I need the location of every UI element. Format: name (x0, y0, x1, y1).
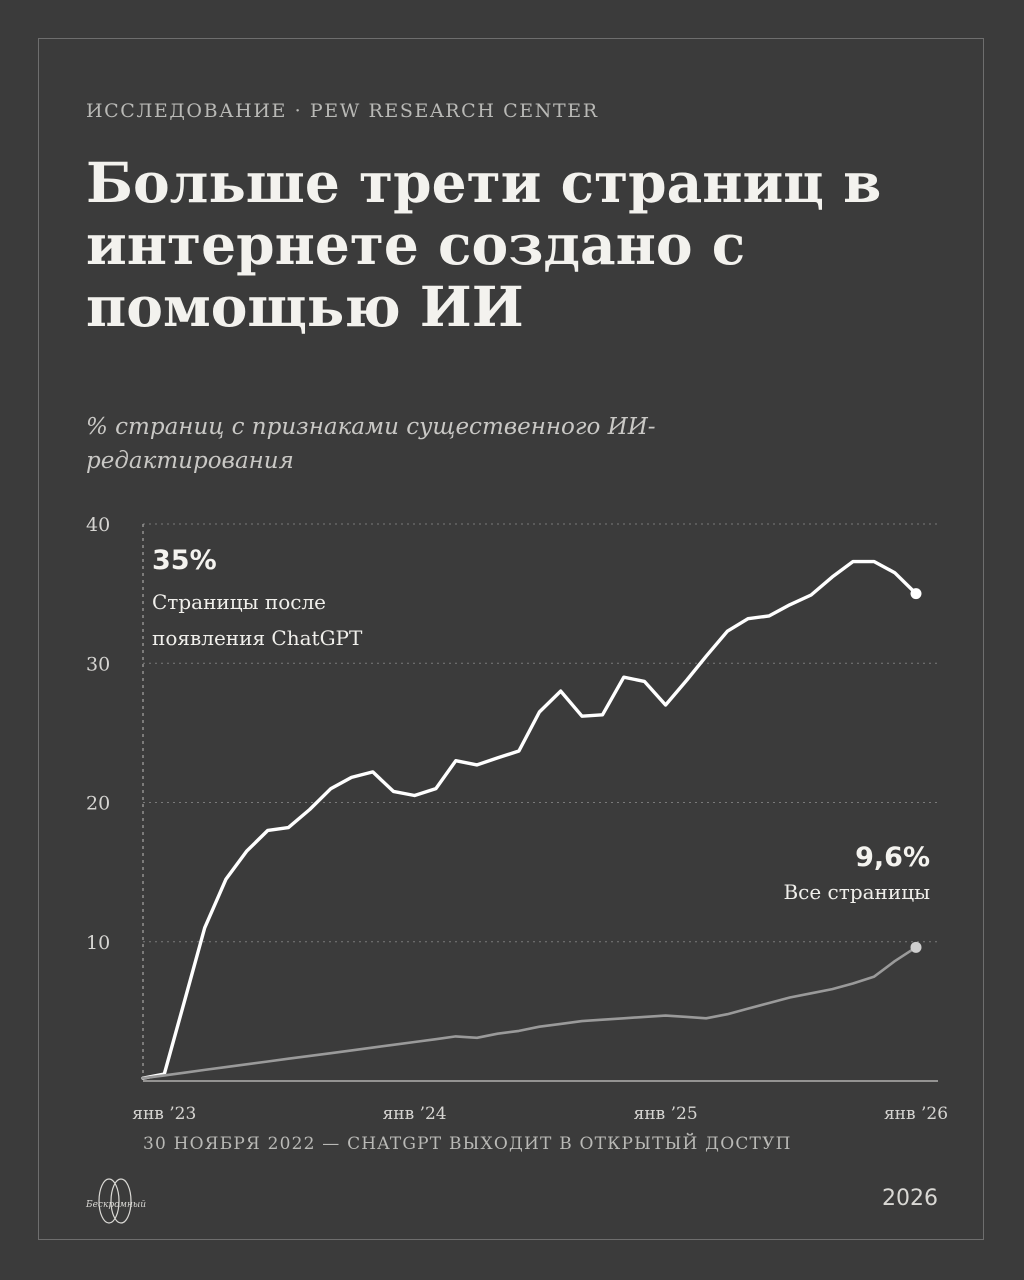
chart-subtitle: % страниц с признаками существенного ИИ-… (86, 414, 656, 474)
y-tick-label: 20 (86, 793, 110, 815)
eyebrow-label: ИССЛЕДОВАНИЕ · PEW RESEARCH CENTER (86, 100, 599, 122)
series-end-point-0 (910, 588, 922, 600)
chatgpt-release-note: 30 НОЯБРЯ 2022 — CHATGPT ВЫХОДИТ В ОТКРЫ… (143, 1134, 792, 1154)
chart-axes: 10 20 30 40 янв ’23 янв ’24 янв ’25 янв ’26 (86, 514, 948, 1124)
annotation-label: Все страницы (783, 880, 930, 904)
series-end-point-1 (910, 941, 922, 953)
annotation-value: 9,6% (855, 842, 930, 873)
y-tick-label: 30 (86, 653, 110, 675)
card-frame (38, 38, 984, 1240)
series-line-0 (141, 559, 918, 1080)
annotation-value: 35% (152, 545, 217, 576)
y-tick-label: 40 (86, 514, 110, 536)
x-tick-label: янв ’26 (884, 1104, 948, 1124)
year-label: 2026 (882, 1186, 938, 1211)
x-tick-label: янв ’23 (132, 1104, 196, 1124)
x-tick-label: янв ’24 (383, 1104, 447, 1124)
page-title: Больше трети страниц в интернете создано… (86, 150, 882, 339)
x-tick-label: янв ’25 (634, 1104, 698, 1124)
chart-series (141, 559, 922, 1080)
chart-annotations: 35% Страницы после появления ChatGPT 9,6% Вс… (152, 545, 930, 904)
brand-logo-text: Бескромный (85, 1200, 147, 1210)
y-tick-label: 10 (86, 932, 110, 954)
brand-logo-icon (98, 1178, 132, 1224)
series-line-1 (141, 946, 918, 1080)
chart-grid (143, 523, 938, 943)
annotation-label: появления ChatGPT (152, 626, 363, 650)
annotation-label: Страницы после (152, 590, 326, 614)
